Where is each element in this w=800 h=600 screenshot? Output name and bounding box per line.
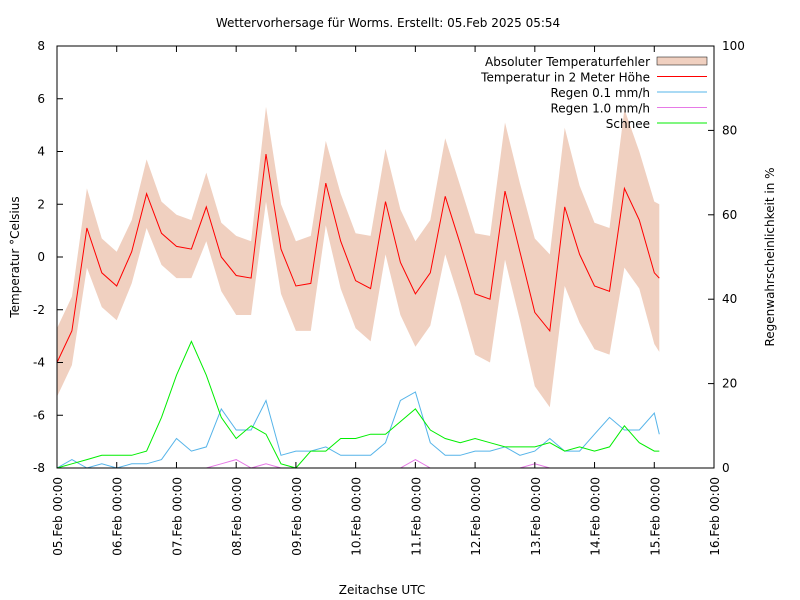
y-tick-label: -4: [33, 356, 45, 370]
legend-entry: Schnee: [606, 117, 707, 131]
y-axis-label: Temperatur °Celsius: [8, 196, 22, 318]
series-regen-0-1-mm-h: [56, 391, 660, 469]
y2-tick-label: 60: [722, 208, 737, 222]
x-tick-label: 10.Feb 00:00: [350, 477, 364, 556]
y-tick-label: 0: [37, 250, 45, 264]
x-tick-label: 13.Feb 00:00: [529, 477, 543, 556]
legend-entry: Absoluter Temperaturfehler: [485, 55, 708, 69]
chart-title: Wettervorhersage für Worms. Erstellt: 05…: [216, 16, 560, 30]
legend-label: Schnee: [606, 117, 650, 131]
x-tick-label: 12.Feb 00:00: [469, 477, 483, 556]
x-tick-label: 16.Feb 00:00: [708, 477, 722, 556]
legend-entry: Regen 1.0 mm/h: [550, 102, 707, 116]
y-tick-label: 2: [37, 197, 45, 211]
y-tick-label: -6: [33, 408, 45, 422]
x-tick-label: 06.Feb 00:00: [111, 477, 125, 556]
temperature-error-band: [57, 106, 660, 408]
x-tick-label: 05.Feb 00:00: [51, 477, 65, 556]
legend-entry: Regen 0.1 mm/h: [550, 86, 707, 100]
series-temperatur-in-2-meter-h-he: [56, 154, 660, 363]
y2-tick-label: 100: [722, 39, 745, 53]
x-tick-label: 09.Feb 00:00: [290, 477, 304, 556]
series-line: [56, 154, 660, 363]
series-schnee: [56, 340, 660, 469]
y-tick-label: 4: [37, 145, 45, 159]
legend-label: Regen 1.0 mm/h: [550, 102, 650, 116]
x-tick-label: 08.Feb 00:00: [230, 477, 244, 556]
y2-axis-label: Regenwahrscheinlichkeit in %: [763, 167, 777, 346]
legend-swatch: [656, 56, 708, 66]
x-tick-label: 15.Feb 00:00: [648, 477, 662, 556]
legend-label: Regen 0.1 mm/h: [550, 86, 650, 100]
x-tick-label: 07.Feb 00:00: [170, 477, 184, 556]
legend-entry: Temperatur in 2 Meter Höhe: [480, 71, 707, 85]
legend-label: Absoluter Temperaturfehler: [485, 55, 650, 69]
series-line: [56, 340, 660, 469]
legend-label: Temperatur in 2 Meter Höhe: [480, 71, 650, 85]
x-tick-label: 11.Feb 00:00: [409, 477, 423, 556]
y-tick-label: 8: [37, 39, 45, 53]
series-line: [56, 391, 660, 469]
y-tick-label: -8: [33, 461, 45, 475]
y-tick-label: 6: [37, 92, 45, 106]
x-axis-label: Zeitachse UTC: [339, 583, 425, 597]
y2-tick-label: 80: [722, 123, 737, 137]
y-tick-label: -2: [33, 303, 45, 317]
y2-tick-label: 40: [722, 292, 737, 306]
y2-tick-label: 20: [722, 377, 737, 391]
x-tick-label: 14.Feb 00:00: [589, 477, 603, 556]
y2-tick-label: 0: [722, 461, 730, 475]
